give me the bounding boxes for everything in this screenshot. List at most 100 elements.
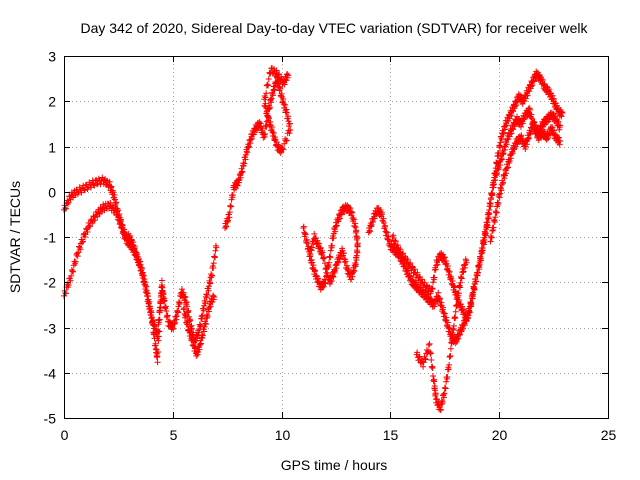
data-point <box>538 124 545 131</box>
data-point <box>182 312 189 319</box>
data-point <box>330 268 337 275</box>
data-point <box>527 83 534 90</box>
data-point <box>226 209 233 216</box>
data-point <box>429 285 436 292</box>
data-point <box>506 157 513 164</box>
data-point <box>115 212 122 219</box>
data-point <box>312 267 319 274</box>
data-point <box>482 232 489 239</box>
data-point <box>138 264 145 271</box>
data-point <box>264 113 271 120</box>
data-point <box>490 177 497 184</box>
data-point <box>114 211 121 218</box>
data-point <box>426 340 433 347</box>
data-point <box>163 307 170 314</box>
data-point <box>326 259 333 266</box>
data-point <box>62 204 69 211</box>
data-point <box>510 108 517 115</box>
data-point <box>264 81 271 88</box>
data-point <box>505 117 512 124</box>
data-point <box>261 102 268 109</box>
data-point <box>460 268 467 275</box>
data-point <box>442 385 449 392</box>
data-point <box>444 374 451 381</box>
data-point <box>206 304 213 311</box>
data-point <box>144 293 151 300</box>
data-point <box>87 223 94 230</box>
data-point <box>223 223 230 230</box>
data-point <box>74 250 81 257</box>
data-point <box>421 279 428 286</box>
data-point <box>62 205 69 212</box>
data-point <box>525 135 532 142</box>
data-point <box>131 244 138 251</box>
data-point <box>420 363 427 370</box>
data-point <box>239 168 246 175</box>
data-point <box>466 309 473 316</box>
data-point <box>510 126 517 133</box>
data-point <box>189 336 196 343</box>
data-point <box>523 92 530 99</box>
data-point <box>476 261 483 268</box>
x-tick-label: 0 <box>61 427 69 443</box>
data-point <box>446 361 453 368</box>
data-point <box>522 143 529 150</box>
data-point <box>197 322 204 329</box>
data-point <box>204 313 211 320</box>
data-point <box>70 268 77 275</box>
y-tick-label: 2 <box>48 94 56 110</box>
data-point <box>182 294 189 301</box>
data-point <box>431 274 438 281</box>
data-point <box>309 238 316 245</box>
data-point <box>67 277 74 284</box>
data-point <box>265 75 272 82</box>
data-point <box>263 110 270 117</box>
data-point <box>326 277 333 284</box>
data-point <box>204 291 211 298</box>
y-axis-label: SDTVAR / TECUs <box>7 181 23 293</box>
data-point <box>441 390 448 397</box>
data-point <box>98 205 105 212</box>
data-point <box>500 129 507 136</box>
series-track-3 <box>180 292 218 359</box>
data-point <box>353 227 360 234</box>
data-point <box>154 359 161 366</box>
data-point <box>353 254 360 261</box>
data-point <box>107 199 114 206</box>
data-point <box>234 182 241 189</box>
data-point <box>538 75 545 82</box>
data-point <box>265 82 272 89</box>
data-point <box>390 232 397 239</box>
data-point <box>436 257 443 264</box>
data-point <box>453 302 460 309</box>
data-point <box>156 316 163 323</box>
data-point <box>409 263 416 270</box>
data-point <box>184 321 191 328</box>
y-tick-labels: -5 -4 -3 -2 -1 0 1 2 3 <box>44 49 57 427</box>
data-point <box>152 340 159 347</box>
data-point <box>419 358 426 365</box>
data-point <box>484 222 491 229</box>
y-tick-label: 3 <box>48 49 56 65</box>
data-point <box>76 184 83 191</box>
data-point <box>422 356 429 363</box>
data-point <box>79 239 86 246</box>
data-point <box>537 128 544 135</box>
data-point <box>285 72 292 79</box>
data-point <box>155 349 162 356</box>
data-point <box>269 92 276 99</box>
data-point <box>173 313 180 320</box>
data-point <box>228 203 235 210</box>
data-point <box>407 259 414 266</box>
data-point <box>321 260 328 267</box>
data-point <box>421 355 428 362</box>
data-point <box>68 272 75 279</box>
data-point <box>552 131 559 138</box>
data-point <box>327 254 334 261</box>
data-point <box>337 249 344 256</box>
x-axis-label: GPS time / hours <box>281 457 388 473</box>
data-point <box>495 149 502 156</box>
data-point <box>176 299 183 306</box>
data-point <box>511 103 518 110</box>
data-point <box>149 321 156 328</box>
